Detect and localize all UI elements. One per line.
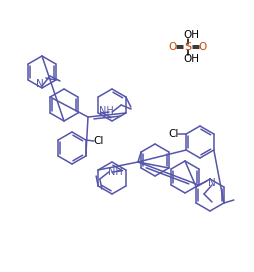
Text: Cl: Cl (93, 136, 104, 146)
Text: Cl: Cl (167, 129, 178, 139)
Text: OH: OH (182, 30, 198, 40)
Text: N: N (36, 79, 44, 89)
Text: S: S (184, 42, 191, 52)
Text: NH: NH (98, 106, 113, 116)
Text: NH: NH (108, 167, 123, 177)
Text: OH: OH (182, 54, 198, 64)
Text: N: N (207, 178, 215, 188)
Text: O: O (198, 42, 206, 52)
Text: O: O (168, 42, 177, 52)
